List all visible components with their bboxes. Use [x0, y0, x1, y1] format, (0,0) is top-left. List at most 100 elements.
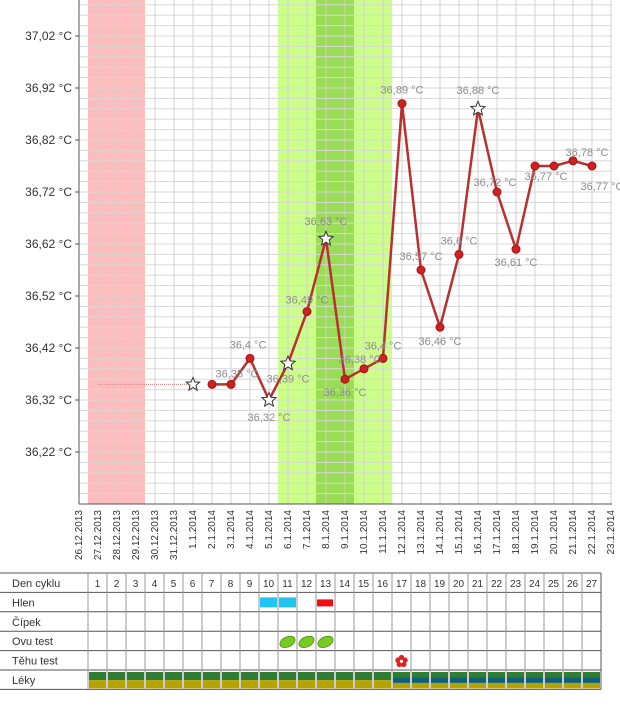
x-tick-label: 12.1.2014: [397, 510, 408, 555]
leky-stripe: [165, 672, 182, 681]
data-point: [378, 353, 388, 363]
y-tick-label: 36,22 °C: [25, 445, 72, 459]
data-label: 36,6 °C: [441, 235, 478, 247]
leky-stripe: [488, 677, 505, 683]
row-label: Čípek: [12, 616, 41, 629]
data-point: [302, 307, 312, 317]
leky-cell: [545, 672, 562, 689]
leky-cell: [393, 672, 410, 689]
leky-stripe: [279, 672, 296, 681]
leky-cell: [450, 672, 467, 689]
day-number: 12: [301, 579, 313, 590]
row-label: Těhu test: [12, 656, 58, 668]
y-tick-label: 36,92 °C: [25, 81, 72, 95]
leky-cell: [279, 672, 296, 689]
leky-stripe: [583, 677, 600, 683]
day-number: 5: [171, 579, 177, 590]
data-label: 36,32 °C: [248, 412, 291, 424]
data-label: 36,72 °C: [474, 177, 517, 189]
leky-cell: [89, 672, 106, 689]
leky-stripe: [241, 672, 258, 681]
leky-stripe: [222, 680, 239, 689]
x-tick-label: 22.1.2014: [587, 510, 598, 555]
data-point: [245, 353, 255, 363]
day-number: 24: [529, 579, 541, 590]
leky-stripe: [184, 672, 201, 681]
x-tick-label: 18.1.2014: [511, 510, 522, 555]
x-tick-label: 30.12.2013: [150, 510, 161, 560]
x-tick-label: 26.12.2013: [74, 510, 85, 560]
x-tick-label: 13.1.2014: [416, 510, 427, 555]
leky-stripe: [393, 682, 410, 689]
leky-stripe: [317, 680, 334, 689]
data-label: 36,39 °C: [267, 374, 310, 386]
leky-stripe: [450, 672, 467, 678]
leky-stripe: [336, 672, 353, 681]
leky-stripe: [127, 680, 144, 689]
leky-stripe: [583, 672, 600, 678]
leky-cell: [488, 672, 505, 689]
leky-stripe: [412, 682, 429, 689]
day-number: 25: [548, 579, 560, 590]
row-label: Hlen: [12, 597, 35, 609]
day-number: 7: [209, 579, 215, 590]
leky-stripe: [469, 677, 486, 683]
data-point: [340, 374, 350, 384]
star-marker: [469, 100, 487, 116]
day-number: 8: [228, 579, 234, 590]
axes: [78, 0, 612, 505]
day-number: 19: [434, 579, 446, 590]
x-tick-label: 16.1.2014: [473, 510, 484, 555]
leky-stripe: [241, 680, 258, 689]
data-label: 36,77 °C: [525, 171, 568, 183]
leky-cell: [146, 672, 163, 689]
data-point: [587, 161, 597, 171]
day-number: 27: [586, 579, 598, 590]
data-label: 36,77 °C: [581, 181, 620, 193]
leky-cell: [431, 672, 448, 689]
flower-petal: [400, 661, 407, 668]
x-tick-label: 14.1.2014: [435, 510, 446, 555]
leky-cell: [241, 672, 258, 689]
x-tick-label: 20.1.2014: [549, 510, 560, 555]
data-label: 36,89 °C: [381, 85, 424, 97]
row-label: Den cyklu: [12, 578, 60, 590]
leky-stripe: [469, 672, 486, 678]
day-number: 4: [152, 579, 158, 590]
leky-cell: [336, 672, 353, 689]
star-marker: [185, 376, 201, 392]
leky-cell: [469, 672, 486, 689]
flower-petal: [395, 657, 401, 663]
day-number: 16: [377, 579, 389, 590]
tehu-test-flower-icon: [395, 654, 408, 668]
leky-stripe: [488, 672, 505, 678]
leky-cell: [260, 672, 277, 689]
leky-cell: [203, 672, 220, 689]
data-point: [492, 187, 502, 197]
leky-stripe: [89, 680, 106, 689]
star-marker: [260, 391, 278, 408]
data-label: 36,4 °C: [230, 339, 267, 351]
x-tick-label: 27.12.2013: [93, 510, 104, 560]
data-point: [226, 379, 236, 389]
leky-stripe: [431, 682, 448, 689]
ovu-test-leaf-icon: [279, 635, 296, 648]
x-tick-label: 21.1.2014: [568, 510, 579, 555]
leky-stripe: [317, 672, 334, 681]
day-number: 23: [510, 579, 522, 590]
data-point: [530, 161, 540, 171]
leky-stripe: [507, 682, 524, 689]
leky-stripe: [431, 672, 448, 678]
leky-stripe: [165, 680, 182, 689]
leky-stripe: [355, 672, 372, 681]
day-number: 11: [282, 579, 293, 590]
data-label: 36,35 °C: [216, 368, 259, 380]
x-tick-label: 15.1.2014: [454, 510, 465, 555]
hlen-marker: [317, 599, 333, 607]
leky-stripe: [355, 680, 372, 689]
leky-stripe: [393, 672, 410, 678]
day-number: 22: [491, 579, 503, 590]
leky-cell: [298, 672, 315, 689]
day-number: 2: [114, 579, 120, 590]
